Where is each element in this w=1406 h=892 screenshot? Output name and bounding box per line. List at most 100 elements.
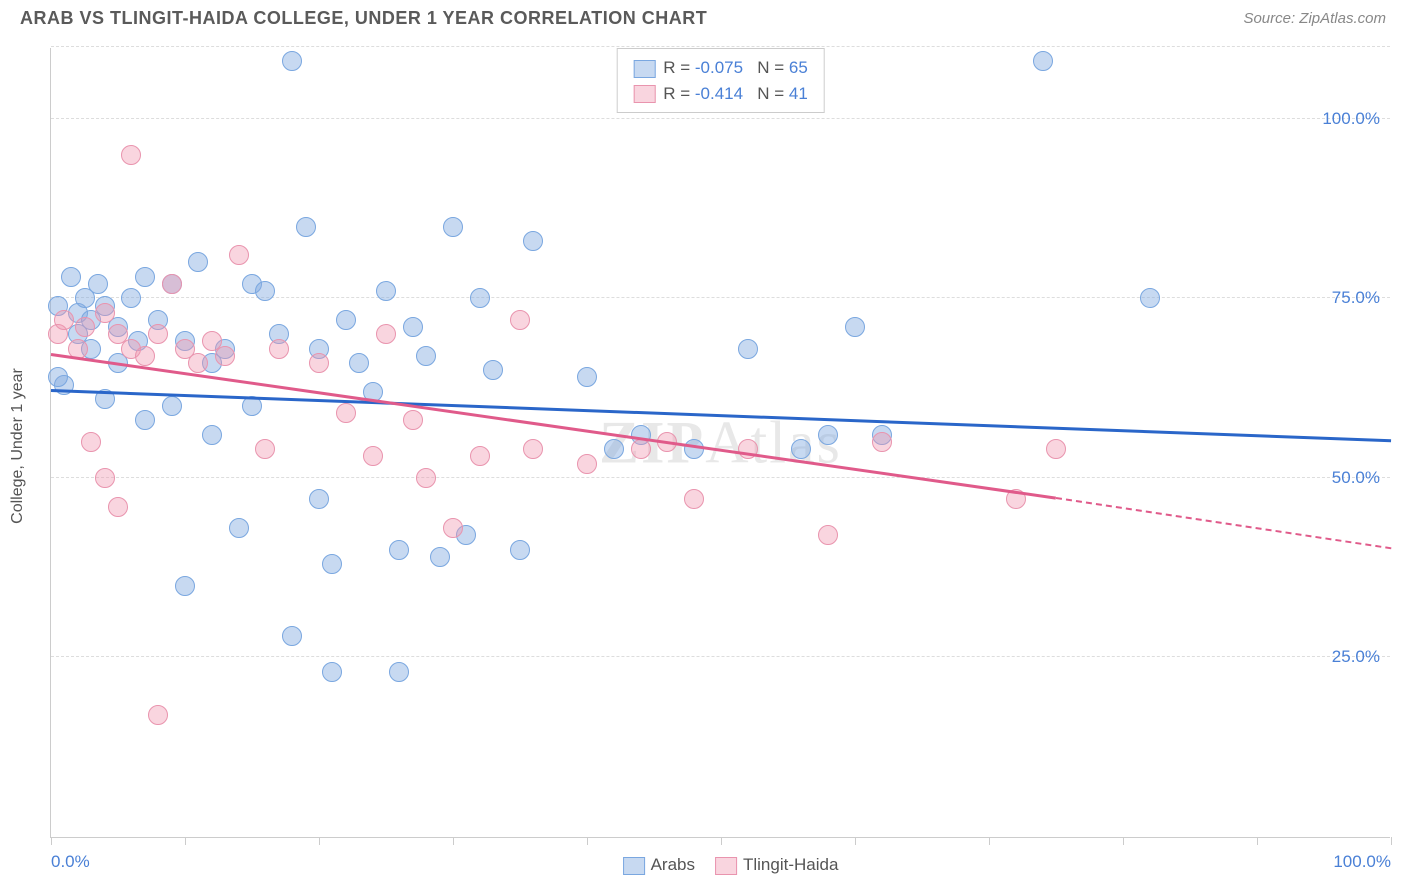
data-point (376, 324, 396, 344)
x-tick (587, 837, 588, 845)
data-point (845, 317, 865, 337)
stats-row: R = -0.075 N = 65 (633, 55, 808, 81)
data-point (121, 288, 141, 308)
data-point (75, 317, 95, 337)
gridline (51, 118, 1390, 119)
data-point (229, 245, 249, 265)
data-point (1140, 288, 1160, 308)
x-tick (1123, 837, 1124, 845)
data-point (470, 288, 490, 308)
data-point (389, 540, 409, 560)
data-point (604, 439, 624, 459)
stats-legend-box: R = -0.075 N = 65R = -0.414 N = 41 (616, 48, 825, 113)
data-point (523, 439, 543, 459)
y-tick-label: 25.0% (1332, 647, 1380, 667)
data-point (684, 489, 704, 509)
scatter-chart: ZIPAtlas R = -0.075 N = 65R = -0.414 N =… (50, 48, 1390, 838)
data-point (255, 439, 275, 459)
data-point (322, 662, 342, 682)
x-tick (1391, 837, 1392, 845)
data-point (684, 439, 704, 459)
data-point (470, 446, 490, 466)
gridline (51, 46, 1390, 47)
data-point (148, 705, 168, 725)
data-point (282, 51, 302, 71)
data-point (108, 497, 128, 517)
data-point (121, 145, 141, 165)
stat-n-label: N = (757, 84, 789, 103)
data-point (483, 360, 503, 380)
x-tick (989, 837, 990, 845)
data-point (309, 489, 329, 509)
data-point (1033, 51, 1053, 71)
data-point (188, 252, 208, 272)
data-point (363, 446, 383, 466)
legend-swatch (715, 857, 737, 875)
data-point (269, 339, 289, 359)
data-point (403, 317, 423, 337)
chart-header: ARAB VS TLINGIT-HAIDA COLLEGE, UNDER 1 Y… (0, 0, 1406, 29)
x-tick-label: 0.0% (51, 852, 90, 872)
data-point (135, 346, 155, 366)
data-point (577, 454, 597, 474)
data-point (95, 303, 115, 323)
data-point (148, 324, 168, 344)
data-point (162, 396, 182, 416)
data-point (523, 231, 543, 251)
data-point (81, 432, 101, 452)
data-point (443, 518, 463, 538)
data-point (282, 626, 302, 646)
data-point (791, 439, 811, 459)
stat-n-label: N = (757, 58, 789, 77)
series-legend: Arabs Tlingit-Haida (603, 855, 839, 875)
x-tick (51, 837, 52, 845)
legend-swatch (623, 857, 645, 875)
x-tick-label: 100.0% (1333, 852, 1391, 872)
data-point (577, 367, 597, 387)
stat-r-label: R = (663, 58, 695, 77)
legend-swatch (633, 85, 655, 103)
data-point (88, 274, 108, 294)
y-axis-label: College, Under 1 year (9, 368, 27, 524)
data-point (818, 425, 838, 445)
y-tick-label: 100.0% (1322, 109, 1380, 129)
y-tick-label: 75.0% (1332, 288, 1380, 308)
data-point (510, 310, 530, 330)
x-tick (721, 837, 722, 845)
stat-r-value: -0.075 (695, 58, 743, 77)
data-point (376, 281, 396, 301)
data-point (818, 525, 838, 545)
chart-source: Source: ZipAtlas.com (1243, 10, 1386, 27)
data-point (61, 267, 81, 287)
data-point (322, 554, 342, 574)
data-point (229, 518, 249, 538)
x-tick (1257, 837, 1258, 845)
data-point (48, 367, 68, 387)
x-tick (319, 837, 320, 845)
data-point (403, 410, 423, 430)
data-point (631, 439, 651, 459)
data-point (443, 217, 463, 237)
chart-title: ARAB VS TLINGIT-HAIDA COLLEGE, UNDER 1 Y… (20, 8, 707, 29)
data-point (510, 540, 530, 560)
data-point (430, 547, 450, 567)
data-point (188, 353, 208, 373)
data-point (738, 339, 758, 359)
stat-r-label: R = (663, 84, 695, 103)
data-point (255, 281, 275, 301)
y-tick-label: 50.0% (1332, 468, 1380, 488)
data-point (296, 217, 316, 237)
data-point (336, 403, 356, 423)
data-point (54, 310, 74, 330)
legend-swatch (633, 60, 655, 78)
data-point (336, 310, 356, 330)
data-point (95, 468, 115, 488)
data-point (416, 346, 436, 366)
legend-label: Arabs (651, 855, 695, 874)
stat-r-value: -0.414 (695, 84, 743, 103)
stats-row: R = -0.414 N = 41 (633, 81, 808, 107)
data-point (1046, 439, 1066, 459)
x-tick (453, 837, 454, 845)
legend-label: Tlingit-Haida (743, 855, 838, 874)
data-point (202, 425, 222, 445)
